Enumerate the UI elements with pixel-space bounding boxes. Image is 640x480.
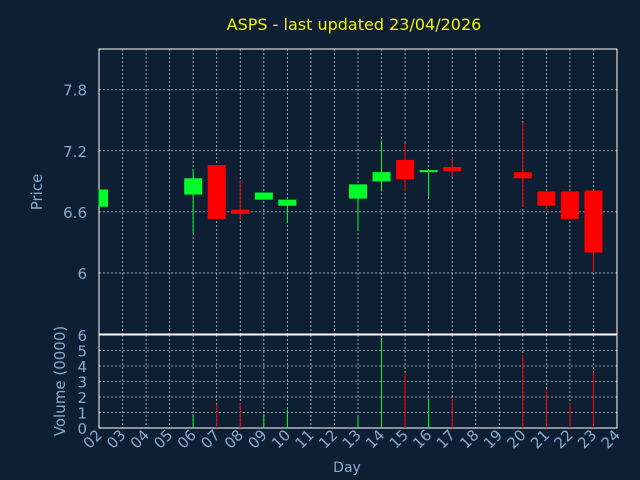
x-tick-label: 14	[362, 426, 388, 452]
x-tick-label: 15	[386, 426, 412, 452]
candle-body	[231, 209, 250, 214]
candle-body	[99, 189, 108, 207]
x-tick-label: 22	[551, 426, 577, 452]
x-tick-label: 03	[103, 426, 129, 452]
price-tick-label: 7.2	[63, 143, 87, 161]
x-tick-label: 24	[598, 426, 624, 452]
candle-body	[254, 192, 273, 200]
x-tick-label: 07	[197, 426, 223, 452]
chart-title: ASPS - last updated 23/04/2026	[227, 15, 482, 34]
volume-axis-label: Volume (0000)	[51, 326, 69, 436]
price-tick-label: 7.8	[63, 82, 87, 100]
x-tick-label: 17	[433, 426, 459, 452]
candle-body	[372, 172, 391, 182]
x-tick-label: 18	[456, 426, 482, 452]
x-tick-label: 21	[527, 426, 553, 452]
x-tick-label: 19	[480, 426, 506, 452]
x-tick-label: 10	[268, 426, 294, 452]
x-tick-label: 08	[221, 426, 247, 452]
candle-body	[396, 159, 415, 180]
x-tick-label: 06	[174, 426, 200, 452]
volume-tick-label: 1	[77, 405, 87, 423]
x-tick-label: 05	[150, 426, 176, 452]
volume-tick-label: 6	[77, 327, 87, 345]
x-tick-label: 04	[127, 426, 153, 452]
x-tick-label: 11	[292, 426, 318, 452]
candle-body	[184, 178, 203, 195]
x-tick-label: 16	[409, 426, 435, 452]
candle-body	[537, 191, 556, 206]
candle-body	[278, 199, 297, 206]
candle-body	[419, 170, 438, 173]
candle-body	[443, 167, 462, 172]
volume-tick-label: 2	[77, 389, 87, 407]
x-tick-label: 12	[315, 426, 341, 452]
x-tick-label: 20	[503, 426, 529, 452]
price-panel: 6 6.6 7.2 7.8	[63, 48, 618, 335]
volume-tick-label: 0	[77, 420, 87, 438]
candle-body	[207, 165, 226, 219]
x-tick-label: 23	[574, 426, 600, 452]
price-tick-label: 6.6	[63, 204, 87, 222]
x-tick-label: 09	[244, 426, 270, 452]
candle-body	[584, 190, 603, 253]
volume-tick-label: 3	[77, 374, 87, 392]
price-tick-label: 6	[77, 265, 87, 283]
volume-tick-label: 5	[77, 343, 87, 361]
candle-body	[513, 172, 532, 179]
volume-tick-label: 4	[77, 358, 87, 376]
candle-body	[560, 191, 579, 219]
price-axis-label: Price	[28, 174, 46, 211]
x-tick-label: 13	[339, 426, 365, 452]
candle-body	[349, 184, 367, 199]
volume-panel: 0123456020304050607080910111213141516171…	[77, 327, 623, 452]
x-axis-label: Day	[333, 460, 361, 476]
